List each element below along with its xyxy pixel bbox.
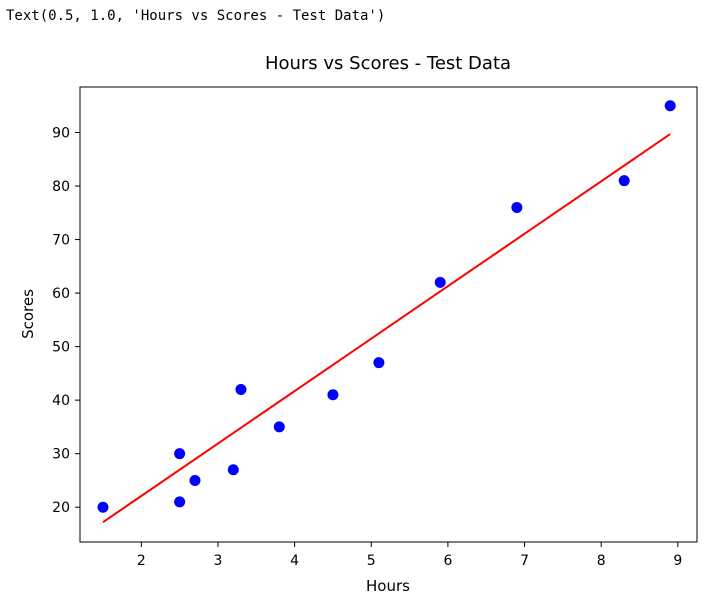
- x-axis-label: Hours: [366, 577, 410, 595]
- scatter-point: [235, 383, 247, 395]
- cell-output-text: Text(0.5, 1.0, 'Hours vs Scores - Test D…: [6, 8, 386, 24]
- scatter-point: [327, 389, 339, 401]
- scatter-point: [227, 464, 239, 476]
- scatter-point: [434, 276, 446, 288]
- x-tick-label: 2: [137, 553, 146, 569]
- x-axis: 2 3 4 5 6 7 8 9: [137, 542, 682, 569]
- x-tick-label: 9: [673, 553, 682, 569]
- y-tick-label: 30: [52, 447, 70, 463]
- x-tick-label: 7: [520, 553, 529, 569]
- y-axis-label: Scores: [19, 289, 37, 339]
- scatter-point: [373, 357, 385, 369]
- chart-title: Hours vs Scores - Test Data: [265, 53, 511, 74]
- regression-line: [102, 133, 671, 524]
- scatter-point: [174, 496, 186, 508]
- y-tick-label: 80: [52, 179, 70, 195]
- scatter-point: [664, 100, 676, 112]
- x-tick-label: 6: [443, 553, 452, 569]
- scatter-point: [618, 175, 630, 187]
- scatter-point: [189, 474, 201, 486]
- y-tick-label: 70: [52, 233, 70, 249]
- scatter-point: [97, 501, 109, 513]
- scatter-point: [273, 421, 285, 433]
- y-axis: 20 30 40 50 60 70 80 90: [52, 126, 80, 516]
- x-tick-label: 3: [214, 553, 223, 569]
- plot-area: [79, 86, 698, 543]
- scatter-point: [511, 201, 523, 213]
- y-tick-label: 50: [52, 340, 70, 356]
- series-layer: [97, 100, 676, 524]
- y-tick-label: 20: [52, 500, 70, 516]
- x-tick-label: 8: [597, 553, 606, 569]
- x-tick-label: 5: [367, 553, 376, 569]
- y-tick-label: 90: [52, 126, 70, 142]
- scatter-point: [174, 448, 186, 460]
- y-tick-label: 60: [52, 286, 70, 302]
- y-tick-label: 40: [52, 393, 70, 409]
- x-tick-label: 4: [290, 553, 299, 569]
